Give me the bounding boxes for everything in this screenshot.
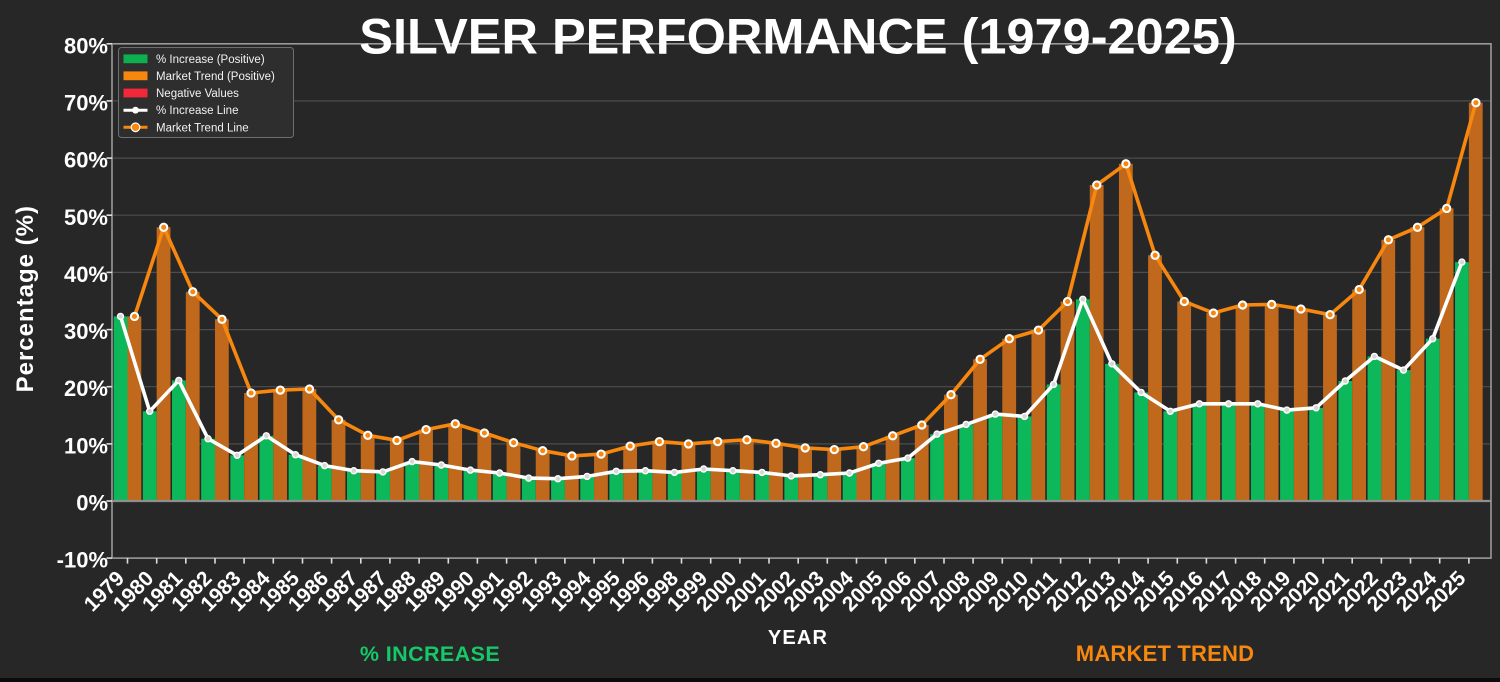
svg-text:20%: 20% (64, 376, 108, 401)
svg-text:Market Trend Line: Market Trend Line (156, 122, 249, 134)
svg-text:Percentage (%): Percentage (%) (12, 205, 39, 392)
svg-text:Market Trend (Positive): Market Trend (Positive) (156, 71, 275, 83)
svg-text:-10%: -10% (57, 548, 108, 573)
svg-text:0%: 0% (76, 491, 108, 516)
svg-text:% INCREASE: % INCREASE (360, 642, 500, 666)
svg-text:80%: 80% (64, 33, 108, 58)
svg-text:70%: 70% (64, 90, 108, 115)
svg-text:% Increase Line: % Increase Line (156, 105, 238, 117)
svg-text:50%: 50% (64, 205, 108, 230)
svg-text:30%: 30% (64, 319, 108, 344)
svg-text:% Increase (Positive): % Increase (Positive) (156, 54, 265, 66)
svg-text:60%: 60% (64, 148, 108, 173)
svg-text:SILVER PERFORMANCE (1979-2025): SILVER PERFORMANCE (1979-2025) (359, 8, 1236, 65)
svg-text:YEAR: YEAR (768, 627, 828, 649)
svg-text:40%: 40% (64, 262, 108, 287)
svg-text:10%: 10% (64, 433, 108, 458)
svg-text:Negative Values: Negative Values (156, 88, 239, 100)
svg-text:MARKET TREND: MARKET TREND (1076, 641, 1254, 666)
